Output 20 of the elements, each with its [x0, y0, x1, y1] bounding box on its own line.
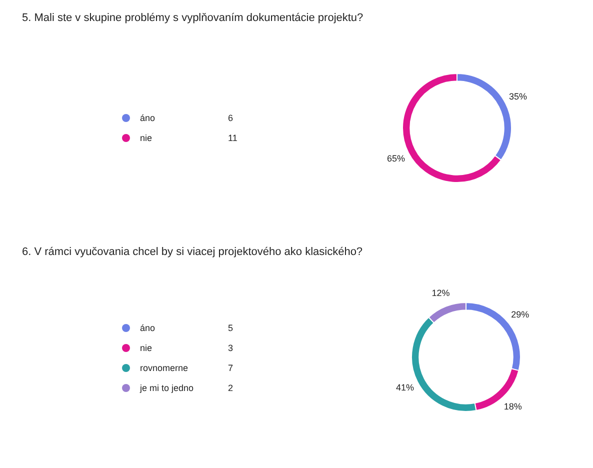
legend-label: nie: [140, 343, 154, 353]
legend-label: áno: [140, 323, 156, 333]
text: 7: [228, 363, 234, 373]
text: 2: [228, 383, 234, 393]
data-label: 41%: [396, 382, 414, 393]
text: 6: [228, 113, 234, 123]
text: 5: [228, 323, 234, 333]
legend-label: áno: [140, 113, 156, 123]
legend-label: nie: [140, 133, 154, 143]
text: 3: [228, 343, 234, 353]
legend-label: rovnomerne: [140, 363, 190, 373]
chart-title: 5. Mali ste v skupine problémy s vyplňovaním dokumentácie projektu?: [22, 12, 364, 24]
data-label: 12%: [432, 288, 450, 298]
legend-label: je mi to jedno: [140, 383, 195, 393]
data-label: 35%: [509, 91, 528, 102]
data-label: 29%: [511, 310, 530, 320]
text: 11: [228, 133, 238, 143]
data-label: 65%: [386, 154, 405, 164]
chart-title: 6. V rámci vyučovania chcel by si viacej projektového ako klasického?: [22, 246, 363, 258]
data-label: 18%: [504, 401, 522, 412]
